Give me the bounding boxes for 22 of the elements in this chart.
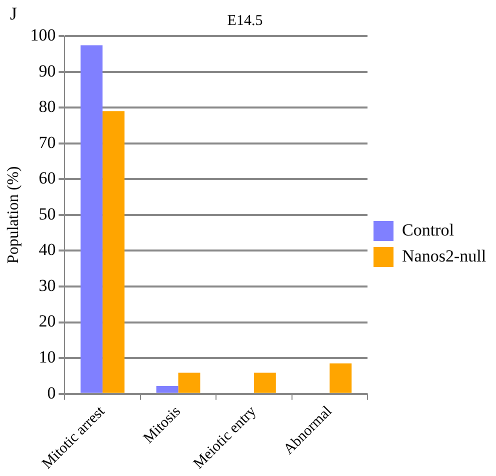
y-tick-label: 40: [38, 240, 56, 260]
bar: [80, 45, 103, 393]
y-tick-label: 20: [38, 312, 56, 331]
chart-title: E14.5: [227, 12, 263, 29]
y-tick-label: 0: [47, 383, 56, 402]
y-tick-label: 100: [30, 25, 56, 44]
y-tick-label: 50: [38, 204, 56, 224]
y-tick-label: 60: [38, 168, 56, 188]
y-tick-label: 80: [38, 97, 56, 116]
y-axis-title: Population (%): [4, 166, 22, 264]
y-tick-label: 90: [38, 61, 56, 80]
bar: [156, 386, 178, 393]
y-tick-label: 30: [38, 276, 56, 295]
bar: [102, 111, 125, 393]
bar: [254, 372, 276, 393]
legend-label: Control: [402, 220, 454, 240]
y-tick-label: 10: [38, 348, 56, 367]
bar: [178, 372, 200, 393]
y-tick-label: 70: [38, 132, 56, 152]
legend-label: Nanos2-null: [402, 246, 486, 266]
bar: [330, 363, 352, 393]
text: J: [10, 4, 18, 24]
